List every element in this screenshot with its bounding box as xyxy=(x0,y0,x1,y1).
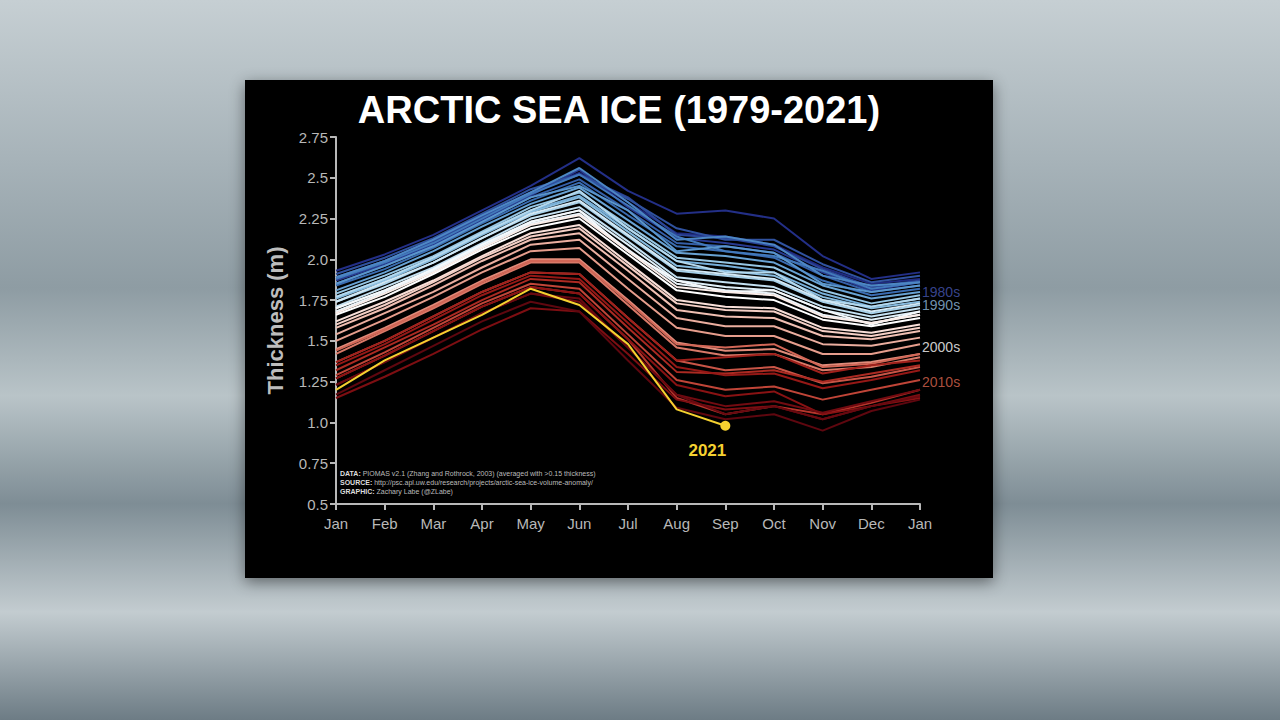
svg-text:Oct: Oct xyxy=(762,515,786,532)
svg-text:1.25: 1.25 xyxy=(299,373,328,390)
svg-text:http://psc.apl.uw.edu/research: http://psc.apl.uw.edu/research/projects/… xyxy=(372,479,593,487)
svg-text:Feb: Feb xyxy=(372,515,398,532)
svg-text:Jul: Jul xyxy=(618,515,637,532)
svg-text:2010s: 2010s xyxy=(922,374,960,390)
svg-text:0.5: 0.5 xyxy=(307,496,328,513)
svg-text:GRAPHIC:: GRAPHIC: xyxy=(340,488,375,495)
svg-text:Aug: Aug xyxy=(663,515,690,532)
svg-text:0.75: 0.75 xyxy=(299,455,328,472)
svg-text:PIOMAS v2.1 (Zhang and Rothroc: PIOMAS v2.1 (Zhang and Rothrock, 2003) (… xyxy=(361,470,596,478)
svg-text:1.75: 1.75 xyxy=(299,292,328,309)
svg-text:Sep: Sep xyxy=(712,515,739,532)
svg-text:1980s: 1980s xyxy=(922,284,961,300)
svg-text:1.0: 1.0 xyxy=(307,414,328,431)
svg-text:ARCTIC SEA ICE (1979-2021): ARCTIC SEA ICE (1979-2021) xyxy=(358,89,880,131)
svg-text:1.5: 1.5 xyxy=(307,332,328,349)
svg-text:Apr: Apr xyxy=(470,515,493,532)
svg-text:Zachary Labe (@ZLabe): Zachary Labe (@ZLabe) xyxy=(375,488,453,496)
svg-text:2.75: 2.75 xyxy=(299,129,328,146)
svg-text:2.5: 2.5 xyxy=(307,169,328,186)
svg-text:Nov: Nov xyxy=(809,515,836,532)
svg-text:Mar: Mar xyxy=(420,515,446,532)
svg-text:1990s: 1990s xyxy=(922,297,960,313)
svg-text:SOURCE:: SOURCE: xyxy=(340,479,372,486)
svg-text:Jan: Jan xyxy=(908,515,932,532)
svg-text:2.0: 2.0 xyxy=(307,251,328,268)
svg-text:Thickness (m): Thickness (m) xyxy=(263,247,288,395)
svg-text:2.25: 2.25 xyxy=(299,210,328,227)
svg-text:Jun: Jun xyxy=(567,515,591,532)
svg-text:2000s: 2000s xyxy=(922,339,960,355)
svg-text:Dec: Dec xyxy=(858,515,885,532)
svg-text:May: May xyxy=(516,515,545,532)
svg-text:Jan: Jan xyxy=(324,515,348,532)
svg-text:DATA:: DATA: xyxy=(340,470,361,477)
svg-text:2021: 2021 xyxy=(688,441,726,460)
